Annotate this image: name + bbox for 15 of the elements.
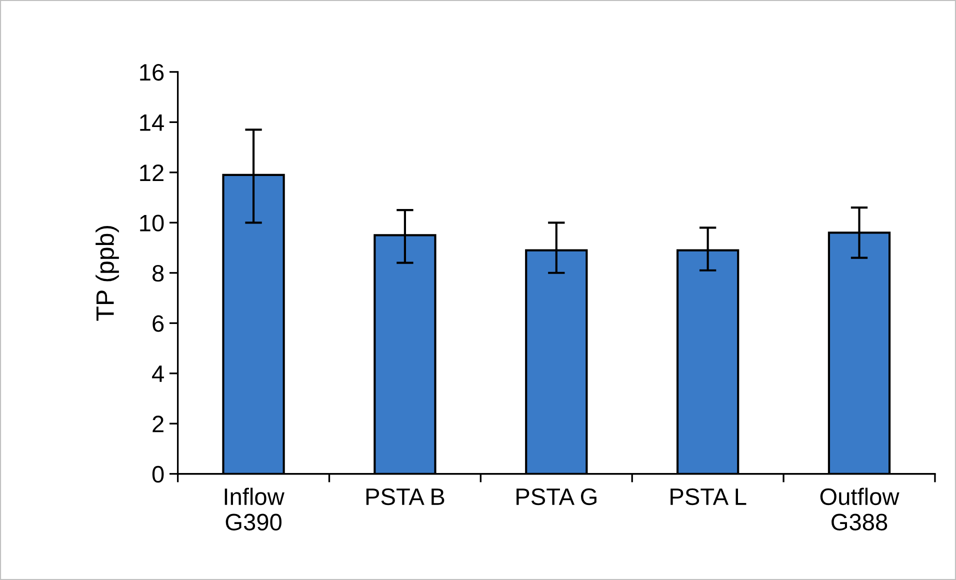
x-tick-label: PSTA B: [366, 488, 444, 506]
y-tick-label: 0: [152, 466, 164, 483]
y-tick-label: 2: [152, 416, 164, 432]
x-tick-label: PSTA G: [516, 488, 596, 506]
y-tick-label: 14: [140, 114, 164, 131]
y-tick-label: 4: [152, 366, 164, 382]
y-tick-label: 10: [140, 214, 164, 232]
y-tick-label: 8: [152, 264, 164, 282]
y-axis-title: TP (ppb): [96, 226, 119, 321]
y-tick-label: 12: [140, 164, 164, 181]
x-tick-label: PSTA L: [670, 488, 746, 506]
x-tick-label: Outflow G388: [820, 488, 900, 531]
y-tick-label: 6: [152, 315, 164, 332]
x-tick-label: Inflow G390: [224, 488, 284, 531]
y-tick-label: 16: [140, 64, 164, 81]
